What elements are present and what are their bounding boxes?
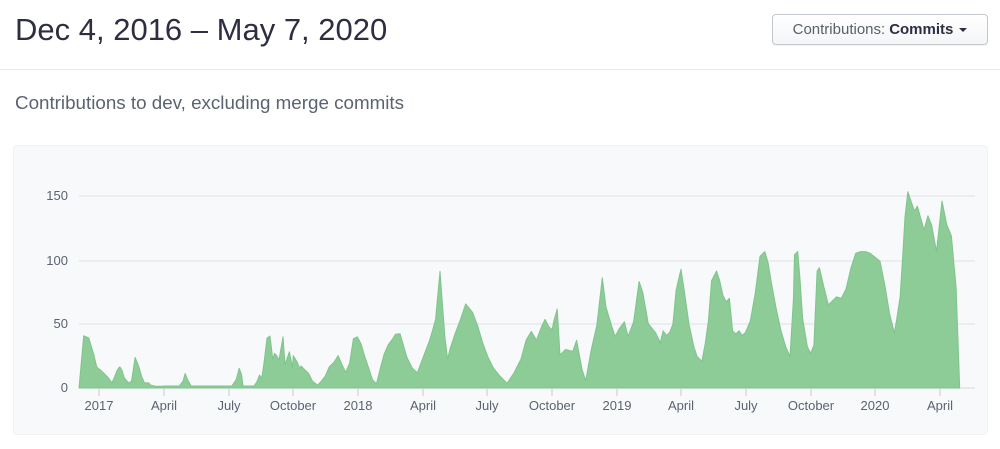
svg-text:2020: 2020: [861, 398, 890, 413]
svg-text:2018: 2018: [344, 398, 373, 413]
svg-text:50: 50: [54, 316, 68, 331]
svg-text:October: October: [529, 398, 576, 413]
svg-text:July: July: [217, 398, 241, 413]
svg-text:April: April: [410, 398, 436, 413]
svg-text:0: 0: [61, 380, 68, 395]
svg-text:July: July: [475, 398, 499, 413]
svg-text:2017: 2017: [85, 398, 114, 413]
svg-text:April: April: [151, 398, 177, 413]
svg-text:150: 150: [46, 188, 68, 203]
svg-text:April: April: [927, 398, 953, 413]
svg-text:100: 100: [46, 253, 68, 268]
svg-text:July: July: [734, 398, 758, 413]
svg-text:2019: 2019: [603, 398, 632, 413]
svg-text:October: October: [270, 398, 317, 413]
svg-text:October: October: [788, 398, 835, 413]
svg-text:April: April: [668, 398, 694, 413]
